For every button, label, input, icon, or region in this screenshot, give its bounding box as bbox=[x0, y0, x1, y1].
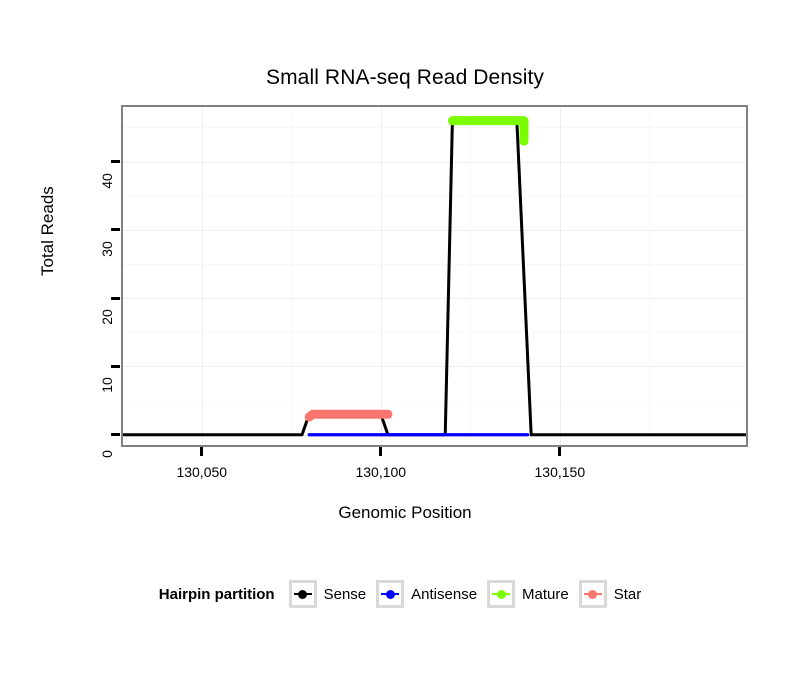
y-axis-tick bbox=[111, 228, 120, 232]
legend-key-dot bbox=[496, 589, 506, 599]
legend-item-label: Mature bbox=[522, 585, 569, 603]
gridline-v-major bbox=[201, 107, 203, 445]
gridline-h-major bbox=[123, 229, 746, 231]
x-axis-tick-label: 130,150 bbox=[534, 464, 586, 480]
y-axis-tick bbox=[111, 160, 120, 164]
plot-panel bbox=[121, 105, 748, 447]
y-axis-tick-label: 20 bbox=[99, 309, 115, 325]
y-axis-tick bbox=[111, 296, 120, 300]
legend-key-dot bbox=[298, 589, 308, 599]
legend-title: Hairpin partition bbox=[158, 585, 275, 603]
legend-items: Sense Antisense Mature Star bbox=[288, 580, 652, 608]
y-axis-tick bbox=[111, 433, 120, 437]
gridline-h-major bbox=[123, 298, 746, 300]
y-axis-tick-label: 40 bbox=[99, 172, 115, 189]
legend-item-label: Sense bbox=[323, 585, 367, 603]
legend-key-icon bbox=[487, 580, 516, 608]
y-axis-tick bbox=[111, 364, 120, 368]
gridline-h-minor bbox=[123, 195, 746, 197]
legend-key-dot bbox=[588, 589, 598, 599]
legend-key-icon bbox=[376, 580, 405, 608]
legend-item-star[interactable]: Star bbox=[578, 580, 642, 608]
y-axis-tick-label: 10 bbox=[99, 377, 115, 394]
y-axis-tick-label: 0 bbox=[99, 449, 115, 458]
legend-item-label: Star bbox=[613, 585, 642, 603]
data-series-layer bbox=[123, 107, 746, 445]
legend-key-dot bbox=[385, 589, 395, 599]
x-axis-tick bbox=[379, 447, 383, 456]
y-axis-title: Total Reads bbox=[38, 186, 57, 276]
series-line-star bbox=[309, 414, 388, 417]
gridline-v-major bbox=[380, 107, 382, 445]
x-axis-tick bbox=[200, 447, 204, 456]
gridline-h-major bbox=[123, 161, 746, 163]
gridline-h-minor bbox=[123, 127, 746, 129]
series-line-mature bbox=[452, 121, 524, 141]
series-line-sense bbox=[123, 121, 746, 435]
gridline-h-minor bbox=[123, 332, 746, 334]
x-axis-title: Genomic Position bbox=[338, 503, 472, 522]
page-title: Small RNA-seq Read Density bbox=[265, 66, 545, 89]
gridline-v-minor bbox=[291, 107, 293, 445]
gridline-v-major bbox=[559, 107, 561, 445]
gridline-h-minor bbox=[123, 264, 746, 266]
gridline-h-major bbox=[123, 366, 746, 368]
x-axis-tick-label: 130,050 bbox=[176, 464, 228, 480]
legend-item-mature[interactable]: Mature bbox=[487, 580, 569, 608]
legend-key-icon bbox=[578, 580, 607, 608]
legend-item-antisense[interactable]: Antisense bbox=[376, 580, 477, 608]
gridline-h-minor bbox=[123, 400, 746, 402]
x-axis-tick-label: 130,100 bbox=[355, 464, 407, 480]
y-axis-tick-label: 30 bbox=[99, 241, 115, 257]
plot-area bbox=[123, 107, 746, 445]
legend-key-icon bbox=[288, 580, 317, 608]
legend: Hairpin partition Sense Antisense Mature St… bbox=[0, 580, 810, 608]
legend-item-label: Antisense bbox=[411, 585, 478, 603]
legend-item-sense[interactable]: Sense bbox=[288, 580, 367, 608]
gridline-v-minor bbox=[649, 107, 651, 445]
gridline-v-minor bbox=[470, 107, 472, 445]
x-axis-tick bbox=[558, 447, 562, 456]
